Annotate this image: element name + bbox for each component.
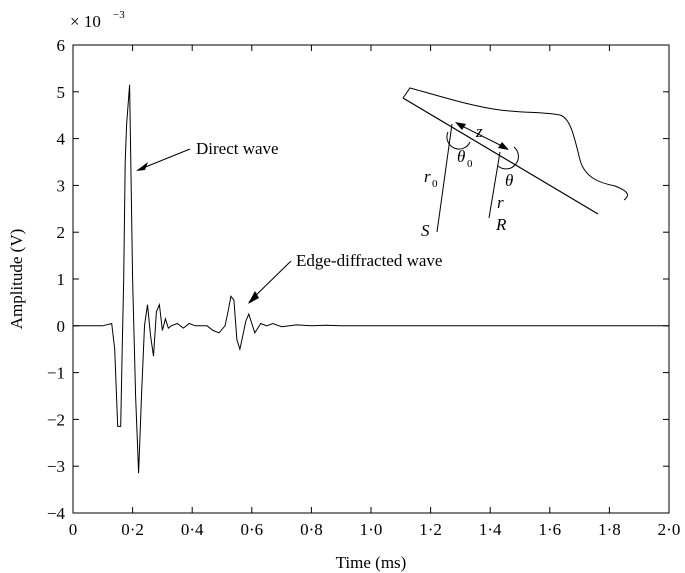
arrow-direct-wave <box>137 148 191 171</box>
y-tick-label: 1 <box>57 270 66 289</box>
y-tick-label: 3 <box>57 176 66 195</box>
inset-source-line <box>436 123 453 233</box>
inset-label-R: R <box>495 215 507 234</box>
plot-frame <box>72 44 670 514</box>
inset-label-r: r <box>497 193 504 212</box>
x-tick-label: 1·0 <box>360 520 383 539</box>
series-line <box>73 84 669 474</box>
x-tick-label: 2·0 <box>658 520 681 539</box>
x-tick-label: 1·2 <box>419 520 442 539</box>
inset-theta-arc <box>497 146 519 170</box>
x-tick-label: 0 <box>69 520 78 539</box>
inset-label-z: z <box>475 122 483 141</box>
y-tick-label: −4 <box>47 504 66 523</box>
y-tick-label: −2 <box>47 410 65 429</box>
arrowhead-direct-wave <box>136 162 148 171</box>
x-tick-label: 1·6 <box>538 520 561 539</box>
y-axis-title: Amplitude (V) <box>7 229 26 330</box>
x-tick-label: 0·2 <box>121 520 144 539</box>
y-tick-label: 0 <box>57 317 66 336</box>
annotation-direct-wave: Direct wave <box>196 139 279 158</box>
annotation-edge-diffracted-wave: Edge-diffracted wave <box>296 251 442 270</box>
y-tick-label: −3 <box>47 457 65 476</box>
inset-theta0-arc <box>446 131 471 150</box>
x-tick-label: 0·8 <box>300 520 323 539</box>
x-axis-title: Time (ms) <box>336 553 407 572</box>
inset-label-theta0-sub: 0 <box>467 158 473 170</box>
y-tick-label: 2 <box>57 223 66 242</box>
y-tick-label: 4 <box>57 130 66 149</box>
inset-z-arrowhead-left <box>455 122 466 130</box>
x-tick-label: 0·6 <box>240 520 263 539</box>
inset-label-S: S <box>421 221 430 240</box>
y-tick-label: 5 <box>57 83 66 102</box>
arrowhead-edge-diffracted <box>248 291 259 304</box>
y-multiplier-exponent: −3 <box>113 9 125 21</box>
inset-diagram: z θ 0 θ r 0 r S R <box>402 87 628 240</box>
x-tick-label: 0·4 <box>181 520 204 539</box>
inset-receiver-line <box>488 151 501 219</box>
inset-label-theta0: θ <box>457 147 465 166</box>
y-tick-label: 6 <box>57 36 66 55</box>
inset-z-arrow <box>457 123 507 149</box>
inset-label-r0-sub: 0 <box>432 178 438 190</box>
x-tick-label: 1·8 <box>598 520 621 539</box>
x-tick-label: 1·4 <box>479 520 502 539</box>
inset-label-r0: r <box>424 167 431 186</box>
inset-z-arrowhead-right <box>498 142 509 150</box>
inset-label-theta: θ <box>505 171 513 190</box>
inset-edge-line <box>402 97 599 215</box>
y-multiplier: × 10 <box>70 12 101 31</box>
y-tick-label: −1 <box>47 364 65 383</box>
tick-labels: 0 0·2 0·4 0·6 0·8 1·0 1·2 1·4 1·6 1·8 2·0 −4 −3 −2 −1 0… <box>47 36 680 539</box>
inset-object-outline <box>402 87 628 201</box>
ticks <box>72 44 670 514</box>
